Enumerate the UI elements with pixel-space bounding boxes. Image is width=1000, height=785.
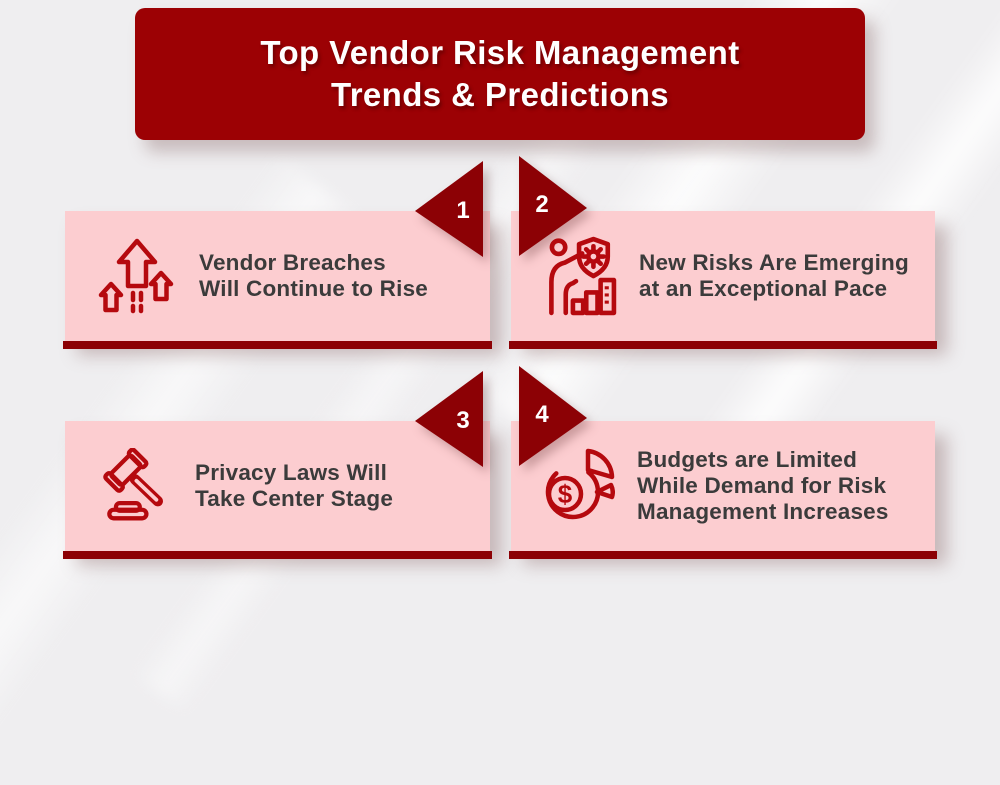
card-number: 4	[535, 401, 549, 428]
card-title-line: Will Continue to Rise	[199, 276, 428, 301]
card-underline-bar	[509, 341, 937, 349]
card-title-line: Management Increases	[637, 499, 889, 524]
card-title-line: Budgets are Limited	[637, 447, 858, 472]
card-title: Budgets are Limited While Demand for Ris…	[637, 447, 889, 525]
budget-pie-dollar-icon: $	[535, 446, 615, 526]
title-line-2: Trends & Predictions	[330, 76, 670, 113]
person-shield-gear-icon	[535, 235, 617, 317]
gavel-icon	[97, 448, 173, 524]
number-triangle	[519, 156, 587, 256]
card-budgets-limited: 4 $ Budgets are Limited While Demand for…	[509, 366, 937, 559]
svg-text:$: $	[558, 479, 573, 509]
card-number: 3	[456, 407, 470, 434]
card-underline-bar	[509, 551, 937, 559]
rising-arrows-icon	[97, 236, 177, 316]
card-underline-bar	[63, 551, 492, 559]
card-title: New Risks Are Emerging at an Exceptional…	[639, 250, 909, 302]
card-underline-bar	[63, 341, 492, 349]
card-new-risks: 2	[509, 156, 937, 349]
card-vendor-breaches: 1 Vendor Breaches Will Continue to Rise	[63, 161, 492, 349]
number-triangle	[415, 371, 483, 467]
card-title: Vendor Breaches Will Continue to Rise	[199, 250, 428, 302]
number-triangle	[519, 366, 587, 466]
card-title-line: at an Exceptional Pace	[639, 276, 888, 301]
card-title-line: While Demand for Risk	[637, 473, 887, 498]
card-number: 1	[456, 197, 470, 224]
card-title-line: Privacy Laws Will	[195, 460, 388, 485]
title-line-1: Top Vendor Risk Management	[260, 34, 740, 71]
number-triangle	[415, 161, 483, 257]
card-title: Privacy Laws Will Take Center Stage	[195, 460, 393, 512]
infographic-title-banner: Top Vendor Risk Management Trends & Pred…	[135, 8, 865, 140]
card-number: 2	[535, 191, 549, 218]
card-privacy-laws: 3 Privacy Laws Will Take Center Stage	[63, 371, 492, 559]
card-title-line: New Risks Are Emerging	[639, 250, 909, 275]
card-title-line: Take Center Stage	[195, 486, 394, 511]
card-title-line: Vendor Breaches	[199, 250, 386, 275]
